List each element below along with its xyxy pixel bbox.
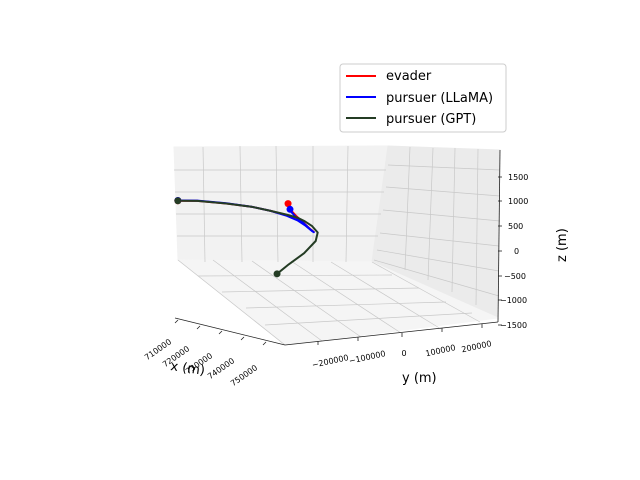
y-axis-line	[284, 321, 499, 346]
grid-line	[245, 301, 447, 309]
legend: evader pursuer (LLaMA) pursuer (GPT)	[339, 63, 507, 133]
grid-line	[177, 259, 286, 346]
tick-marks	[174, 176, 502, 346]
start-marker-pursuer-gpt	[174, 197, 182, 205]
x-axis-label: x (m)	[169, 359, 205, 379]
end-marker-pursuer-gpt	[273, 270, 281, 278]
grid-line	[379, 232, 500, 247]
x-tick-label: 750000	[229, 363, 259, 388]
y-axis-label: y (m)	[402, 371, 437, 386]
y-tick-label: 200000	[461, 339, 493, 354]
x-tick-mark	[218, 330, 223, 335]
grid-line	[212, 259, 323, 342]
end-marker-pursuer-llama	[286, 205, 294, 213]
grid-line	[451, 147, 456, 293]
z-axis-label: z (m)	[555, 228, 570, 262]
grid-line	[264, 312, 473, 326]
x-axis-line	[174, 317, 286, 346]
grid-line	[371, 261, 481, 323]
z-tick-label: 1000	[508, 197, 528, 206]
series-layer	[174, 196, 319, 278]
grid-line	[221, 287, 420, 293]
z-tick-label: −1000	[500, 296, 527, 305]
z-tick-label: −500	[504, 272, 526, 281]
grid-line	[376, 249, 500, 272]
end-marker-evader	[284, 200, 292, 208]
grid-line	[345, 145, 349, 263]
y-tick-label: 0	[401, 349, 406, 358]
grid-line	[202, 146, 206, 263]
x-tick-mark	[240, 336, 245, 341]
z-tick-label: 1500	[508, 173, 528, 182]
grid-line	[290, 260, 402, 334]
legend-box	[339, 63, 507, 133]
left-pane	[173, 145, 389, 263]
grid-line	[330, 261, 442, 330]
y-tick-label: −100000	[348, 349, 386, 366]
grid-line	[197, 274, 393, 277]
grid-line	[239, 145, 243, 263]
y-tick-label: −200000	[311, 353, 349, 370]
x-tick-mark	[262, 341, 267, 346]
grid-line	[427, 147, 434, 281]
grid-line	[275, 145, 279, 263]
z-tick-label: 500	[508, 222, 523, 231]
y-tick-label: 100000	[425, 343, 457, 358]
x-tick-mark	[174, 319, 179, 324]
x-tick-mark	[196, 325, 201, 330]
grid-lines	[174, 145, 501, 346]
grid-line	[251, 260, 362, 338]
z-tick-label: 0	[514, 247, 519, 256]
series-line-pursuer-gpt	[176, 199, 319, 275]
legend-label-evader: evader	[386, 69, 432, 84]
grid-line	[385, 186, 501, 197]
grid-line	[404, 146, 411, 271]
legend-label-pursuer-gpt: pursuer (GPT)	[386, 112, 476, 127]
grid-line	[373, 259, 500, 297]
grid-line	[387, 164, 501, 171]
z-axis-line	[497, 149, 501, 323]
legend-label-pursuer-llama: pursuer (LLaMA)	[386, 91, 493, 106]
z-tick-label: −1500	[500, 321, 527, 330]
grid-line	[382, 209, 501, 222]
grid-line	[475, 148, 479, 306]
